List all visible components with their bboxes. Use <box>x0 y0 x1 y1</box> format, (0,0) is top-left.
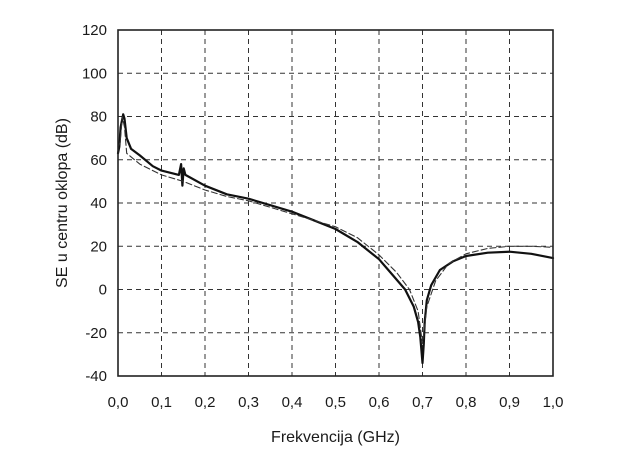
plot-frame <box>117 29 554 377</box>
y-tick-label: -40 <box>85 368 107 385</box>
x-tick-label: 0,3 <box>238 394 259 411</box>
x-axis-label: Frekvencija (GHz) <box>271 429 400 446</box>
y-tick-label: 20 <box>90 238 107 255</box>
x-tick-label: 0,9 <box>499 394 520 411</box>
y-tick-label: 0 <box>99 282 107 299</box>
y-tick-label: 100 <box>82 65 107 82</box>
x-tick-label: 0,2 <box>195 394 216 411</box>
x-tick-label: 1,0 <box>543 394 564 411</box>
x-tick-label: 0,0 <box>108 394 129 411</box>
x-tick-label: 0,8 <box>456 394 477 411</box>
series-layer <box>116 113 555 365</box>
dashed-series-line <box>117 115 554 345</box>
y-tick-label: 120 <box>82 22 107 39</box>
x-tick-label: 0,5 <box>325 394 346 411</box>
grid <box>118 30 553 376</box>
x-tick-label: 0,4 <box>282 394 303 411</box>
y-axis-label: SE u centru oklopa (dB) <box>54 118 71 288</box>
y-tick-label: 80 <box>90 109 107 126</box>
y-tick-label: -20 <box>85 325 107 342</box>
y-tick-label: 60 <box>90 152 107 169</box>
x-tick-label: 0,6 <box>369 394 390 411</box>
x-tick-label: 0,7 <box>412 394 433 411</box>
y-tick-label: 40 <box>90 195 107 212</box>
x-tick-label: 0,1 <box>151 394 172 411</box>
ticks: 0,0 0,1 0,2 0,3 0,4 0,5 0,6 0,7 0,8 0,9 1,0 -40 -20 0… <box>82 22 563 411</box>
solid-series-line <box>116 113 555 365</box>
